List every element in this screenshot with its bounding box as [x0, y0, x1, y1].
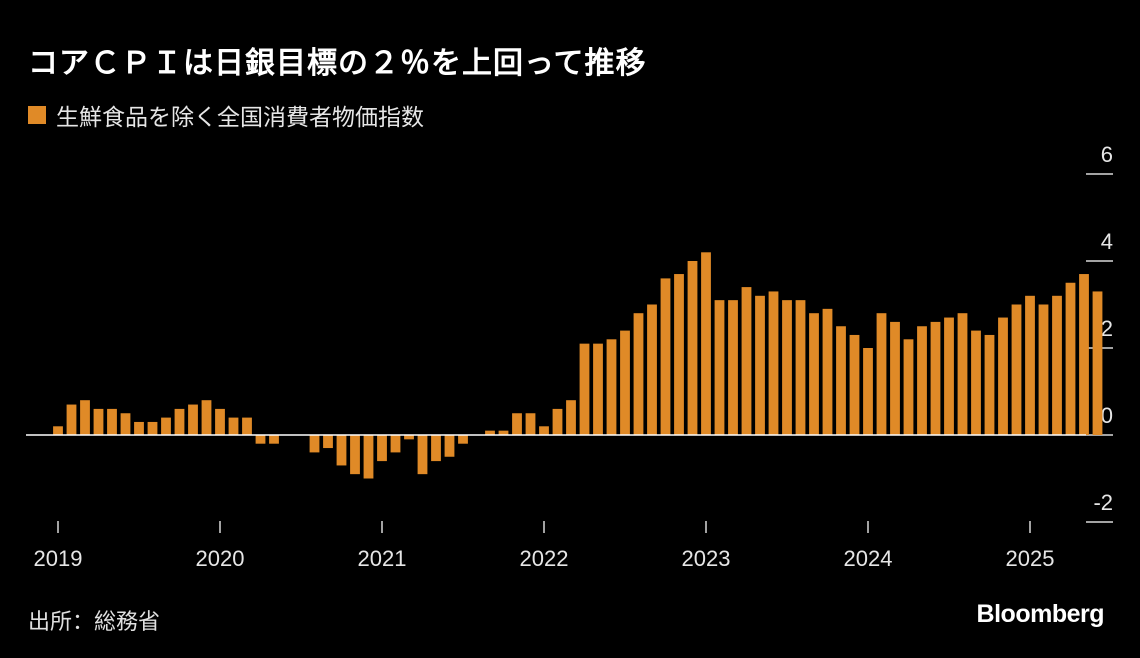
- bar: [350, 435, 360, 475]
- bar: [593, 343, 603, 435]
- bar: [876, 313, 887, 435]
- bar: [687, 261, 698, 435]
- source-note: 出所：総務省: [28, 610, 161, 635]
- bar: [336, 435, 347, 466]
- bar: [323, 435, 333, 449]
- bar: [174, 408, 185, 435]
- bar: [606, 339, 617, 435]
- bar: [228, 417, 239, 435]
- bar: [147, 421, 158, 435]
- bar: [890, 321, 900, 435]
- bar: [795, 300, 806, 435]
- legend: 生鮮食品を除く全国消費者物価指数: [28, 98, 424, 132]
- bar: [390, 435, 401, 453]
- bar: [782, 300, 792, 435]
- bar: [525, 413, 536, 435]
- bar: [674, 274, 684, 435]
- xtick-label: 2020: [196, 546, 245, 571]
- xtick-label: 2021: [358, 546, 407, 571]
- bar: [539, 426, 549, 435]
- bar: [714, 300, 725, 435]
- bar: [1025, 295, 1035, 435]
- bar: [93, 408, 104, 435]
- bar: [431, 435, 441, 462]
- bar: [458, 435, 468, 444]
- bar: [1065, 282, 1076, 435]
- bar: [755, 295, 765, 435]
- bar: [188, 404, 198, 435]
- ytick-label: 0: [1101, 403, 1113, 428]
- bar: [741, 287, 752, 435]
- bar: [161, 417, 171, 435]
- ytick-label: 2: [1101, 316, 1113, 341]
- bar: [701, 252, 711, 435]
- xtick-label: 2019: [34, 546, 83, 571]
- legend-swatch: [28, 106, 46, 124]
- bar: [417, 435, 428, 475]
- bar: [849, 334, 860, 435]
- ytick-label: 4: [1101, 229, 1113, 254]
- bar: [498, 430, 509, 435]
- bar: [201, 400, 212, 435]
- bar: [215, 408, 225, 435]
- bar: [377, 435, 387, 462]
- bar: [633, 313, 644, 435]
- bar: [998, 317, 1008, 435]
- bar: [1079, 274, 1089, 435]
- bar: [552, 408, 563, 435]
- bar: [120, 413, 131, 435]
- bar: [134, 421, 144, 435]
- bar: [404, 435, 414, 440]
- xtick-label: 2024: [844, 546, 893, 571]
- bar: [768, 291, 779, 435]
- bar: [984, 334, 995, 435]
- bar: [255, 435, 266, 444]
- bar: [566, 400, 576, 435]
- xtick-label: 2023: [682, 546, 731, 571]
- bar: [930, 321, 941, 435]
- bar: [620, 330, 630, 435]
- bar: [363, 435, 374, 479]
- bar: [485, 430, 495, 435]
- bar: [957, 313, 968, 435]
- chart-title: コアＣＰＩは日銀目標の２％を上回って推移: [28, 46, 647, 81]
- bar: [1011, 304, 1022, 435]
- xtick-label: 2025: [1006, 546, 1055, 571]
- bar: [917, 326, 927, 435]
- bar: [660, 278, 671, 435]
- bar: [809, 313, 819, 435]
- bar: [1038, 304, 1049, 435]
- bar: [107, 408, 117, 435]
- ytick-label: 6: [1101, 142, 1113, 167]
- bloomberg-logo: Bloomberg: [976, 600, 1105, 628]
- bar: [971, 330, 981, 435]
- bar: [579, 343, 590, 435]
- bar: [944, 317, 954, 435]
- bar: [53, 426, 63, 435]
- bar: [80, 400, 90, 435]
- legend-label: 生鮮食品を除く全国消費者物価指数: [56, 105, 424, 131]
- bar: [444, 435, 455, 457]
- bar: [822, 308, 833, 435]
- bar: [863, 348, 873, 435]
- bar: [269, 435, 279, 444]
- bar: [1092, 291, 1103, 435]
- bar: [309, 435, 320, 453]
- bar: [1052, 295, 1062, 435]
- bar: [903, 339, 914, 435]
- ytick-label: -2: [1093, 490, 1113, 515]
- bar: [242, 417, 252, 435]
- bar: [647, 304, 657, 435]
- bar: [512, 413, 522, 435]
- bar: [728, 300, 738, 435]
- bar: [66, 404, 77, 435]
- xtick-label: 2022: [520, 546, 569, 571]
- bar: [836, 326, 846, 435]
